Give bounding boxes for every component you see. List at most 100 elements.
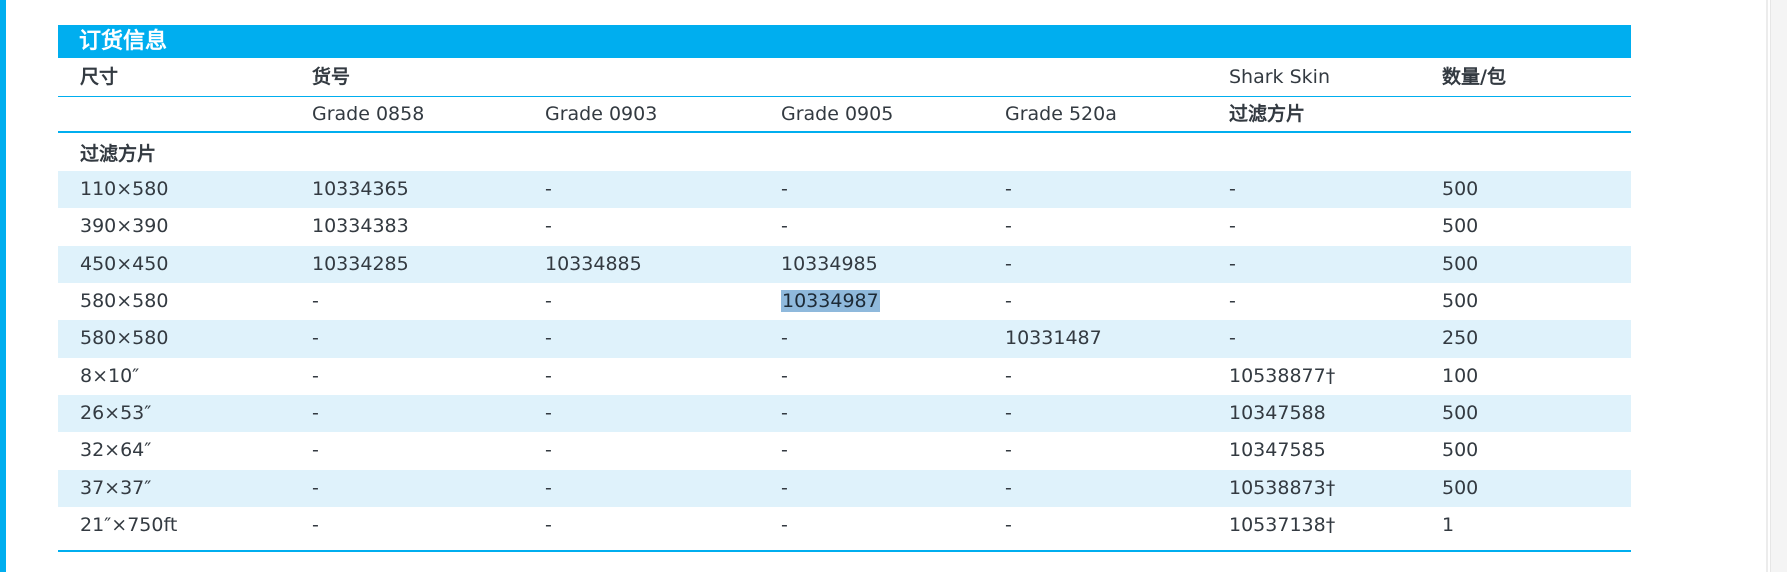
header-catalog-number: 货号 — [312, 66, 351, 88]
table-row: 26×53″ - - - - 10347588 500 — [58, 394, 1631, 433]
table-row: 32×64″ - - - - 10347585 500 — [58, 432, 1631, 469]
cell-quantity: 500 — [1442, 215, 1479, 238]
cell-grade-0905-selected[interactable]: 10334987 — [781, 283, 880, 320]
cell-grade-0905: - — [781, 178, 788, 200]
header-row-primary: 尺寸 货号 Shark Skin 数量/包 — [58, 59, 1631, 95]
cell-grade-520a: - — [1005, 476, 1012, 499]
cell-size: 21″×750ft — [80, 513, 178, 536]
table-row: 580×580 - - 10334987 - - 500 — [58, 283, 1631, 320]
header-row-secondary: Grade 0858 Grade 0903 Grade 0905 Grade 5… — [58, 96, 1631, 132]
cell-size: 390×390 — [80, 215, 169, 238]
cell-quantity: 1 — [1442, 513, 1455, 536]
cell-size: 8×10″ — [80, 364, 140, 387]
cell-quantity: 500 — [1442, 439, 1479, 462]
cell-quantity: 100 — [1442, 364, 1479, 387]
cell-grade-0903: - — [545, 513, 552, 536]
text-selection-highlight[interactable]: 10334987 — [781, 289, 880, 312]
cell-size: 37×37″ — [80, 476, 152, 499]
table-row: 450×450 10334285 10334885 10334985 - - 5… — [58, 245, 1631, 283]
cell-size: 580×580 — [80, 289, 169, 312]
cell-size: 450×450 — [80, 252, 169, 275]
cell-grade-520a: 10331487 — [1005, 327, 1102, 350]
cell-grade-0903: - — [545, 476, 552, 499]
cell-quantity: 250 — [1442, 327, 1479, 350]
header-quantity: 数量/包 — [1442, 66, 1506, 88]
header-grade-520a: Grade 520a — [1005, 103, 1117, 125]
cell-quantity: 500 — [1442, 401, 1479, 424]
cell-size: 26×53″ — [80, 401, 152, 424]
cell-grade-0903: - — [545, 439, 552, 462]
cell-grade-0905: - — [781, 215, 788, 238]
table-body: 110×580 10334365 - - - - 500 390×390 103… — [58, 171, 1631, 544]
header-size: 尺寸 — [80, 66, 119, 88]
cell-shark-skin: - — [1229, 215, 1236, 238]
cell-grade-0858: 10334285 — [312, 252, 409, 275]
cell-grade-520a: - — [1005, 439, 1012, 462]
cell-quantity: 500 — [1442, 178, 1479, 200]
cell-grade-520a: - — [1005, 364, 1012, 387]
header-shark-skin-sheet: 过滤方片 — [1229, 103, 1306, 125]
cell-grade-0858: 10334383 — [312, 215, 409, 238]
cell-quantity: 500 — [1442, 252, 1479, 275]
cell-grade-0903: - — [545, 327, 552, 350]
cell-grade-520a: - — [1005, 289, 1012, 312]
cell-shark-skin: - — [1229, 252, 1236, 275]
table-row: 21″×750ft - - - - 10537138† 1 — [58, 507, 1631, 544]
cell-shark-skin: 10537138† — [1229, 513, 1336, 536]
cell-grade-0858: 10334365 — [312, 178, 409, 200]
section-label-row: 过滤方片 — [58, 137, 1631, 171]
table-row: 8×10″ - - - - 10538877† 100 — [58, 358, 1631, 395]
cell-grade-0858: - — [312, 327, 319, 350]
cell-size: 32×64″ — [80, 439, 152, 462]
cell-grade-0903: - — [545, 178, 552, 200]
header-divider — [58, 96, 1631, 97]
cell-shark-skin: - — [1229, 289, 1236, 312]
table-row: 37×37″ - - - - 10538873† 500 — [58, 469, 1631, 507]
cell-grade-0858: - — [312, 289, 319, 312]
cell-grade-0905: 10334985 — [781, 252, 878, 275]
cell-grade-0905: - — [781, 364, 788, 387]
cell-grade-0858: - — [312, 513, 319, 536]
cell-grade-0905: - — [781, 327, 788, 350]
cell-grade-0903: - — [545, 401, 552, 424]
cell-grade-520a: - — [1005, 215, 1012, 238]
header-grade-0858: Grade 0858 — [312, 103, 425, 125]
cell-size: 580×580 — [80, 327, 169, 350]
cell-grade-0858: - — [312, 476, 319, 499]
cell-shark-skin: 10538877† — [1229, 364, 1336, 387]
cell-grade-0858: - — [312, 364, 319, 387]
page-gutter — [1766, 0, 1768, 572]
cell-grade-0905: - — [781, 401, 788, 424]
page-left-accent-bar — [0, 0, 6, 572]
table-row: 390×390 10334383 - - - - 500 — [58, 208, 1631, 245]
header-shark-skin: Shark Skin — [1229, 66, 1330, 88]
cell-grade-0903: - — [545, 215, 552, 238]
cell-grade-0903: - — [545, 289, 552, 312]
viewer-scrollbar-track[interactable] — [1770, 0, 1787, 572]
cell-grade-520a: - — [1005, 513, 1012, 536]
cell-grade-0858: - — [312, 439, 319, 462]
table-row: 110×580 10334365 - - - - 500 — [58, 171, 1631, 209]
cell-grade-0903: - — [545, 364, 552, 387]
table-bottom-divider — [58, 550, 1631, 552]
header-grade-0905: Grade 0905 — [781, 103, 894, 125]
cell-quantity: 500 — [1442, 476, 1479, 499]
cell-shark-skin: 10347585 — [1229, 439, 1326, 462]
header-bottom-divider — [58, 131, 1631, 133]
cell-grade-0905: - — [781, 476, 788, 499]
cell-grade-0905: - — [781, 513, 788, 536]
cell-grade-520a: - — [1005, 252, 1012, 275]
cell-grade-520a: - — [1005, 178, 1012, 200]
cell-size: 110×580 — [80, 178, 169, 200]
cell-shark-skin: 10538873† — [1229, 476, 1336, 499]
cell-grade-520a: - — [1005, 401, 1012, 424]
cell-grade-0903: 10334885 — [545, 252, 642, 275]
table-row: 580×580 - - - 10331487 - 250 — [58, 320, 1631, 358]
cell-grade-0905: - — [781, 439, 788, 462]
cell-grade-0858: - — [312, 401, 319, 424]
table-title: 订货信息 — [79, 29, 168, 54]
cell-shark-skin: - — [1229, 178, 1236, 200]
cell-shark-skin: - — [1229, 327, 1236, 350]
cell-shark-skin: 10347588 — [1229, 401, 1326, 424]
cell-quantity: 500 — [1442, 289, 1479, 312]
